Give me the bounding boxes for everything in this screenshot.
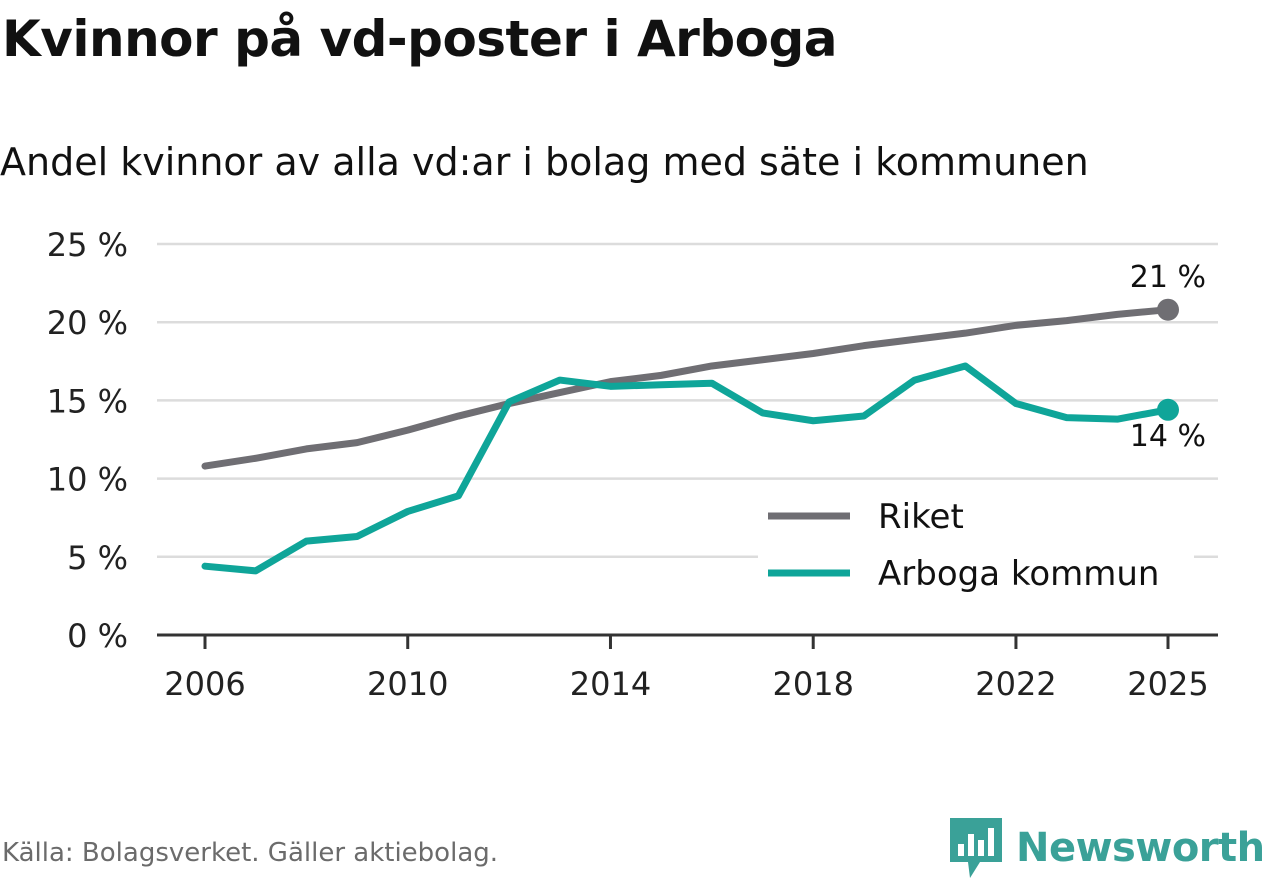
brand-name: Newsworthy (1016, 825, 1262, 871)
legend-background (758, 492, 1194, 605)
chart-subtitle: Andel kvinnor av alla vd:ar i bolag med … (0, 140, 1089, 184)
newsworthy-logo-icon (950, 818, 1002, 878)
y-tick-label: 0 % (67, 617, 128, 655)
series-lines (201, 298, 1179, 575)
series-line-riket (201, 306, 1172, 470)
y-tick-label: 20 % (47, 304, 128, 342)
y-tick-label: 5 % (67, 539, 128, 577)
x-tick-label: 2018 (772, 665, 853, 703)
end-label-riket: 21 % (1130, 260, 1206, 295)
series-line-arboga-kommun (201, 362, 1172, 575)
y-tick-label: 10 % (47, 461, 128, 499)
brand-logo: Newsworthy (950, 818, 1262, 878)
x-tick-label: 2022 (975, 665, 1056, 703)
line-chart: 0 %5 %10 %15 %20 %25 % 2006 2010 2014 2018 2… (47, 226, 1218, 703)
y-tick-label: 25 % (47, 226, 128, 264)
x-tick-label: 2010 (367, 665, 448, 703)
x-tick-label: 2025 (1127, 665, 1208, 703)
chart-title: Kvinnor på vd-poster i Arboga (2, 10, 838, 68)
x-axis-ticks (203, 635, 1170, 649)
legend: Riket Arboga kommun (758, 492, 1194, 605)
end-marker-riket (1157, 298, 1179, 321)
source-note: Källa: Bolagsverket. Gäller aktiebolag. (2, 838, 499, 868)
legend-label-arboga-kommun: Arboga kommun (878, 554, 1159, 594)
end-label-arboga-kommun: 14 % (1130, 419, 1206, 454)
x-axis-tick-labels: 2006 2010 2014 2018 2022 2025 (164, 665, 1208, 703)
y-tick-label: 15 % (47, 382, 128, 420)
x-tick-label: 2006 (164, 665, 245, 703)
end-marker-arboga-kommun (1157, 398, 1179, 421)
y-axis-tick-labels: 0 % 5 % 10 % 15 % 20 % 25 % (47, 226, 128, 655)
x-tick-label: 2014 (570, 665, 651, 703)
legend-label-riket: Riket (878, 497, 964, 537)
